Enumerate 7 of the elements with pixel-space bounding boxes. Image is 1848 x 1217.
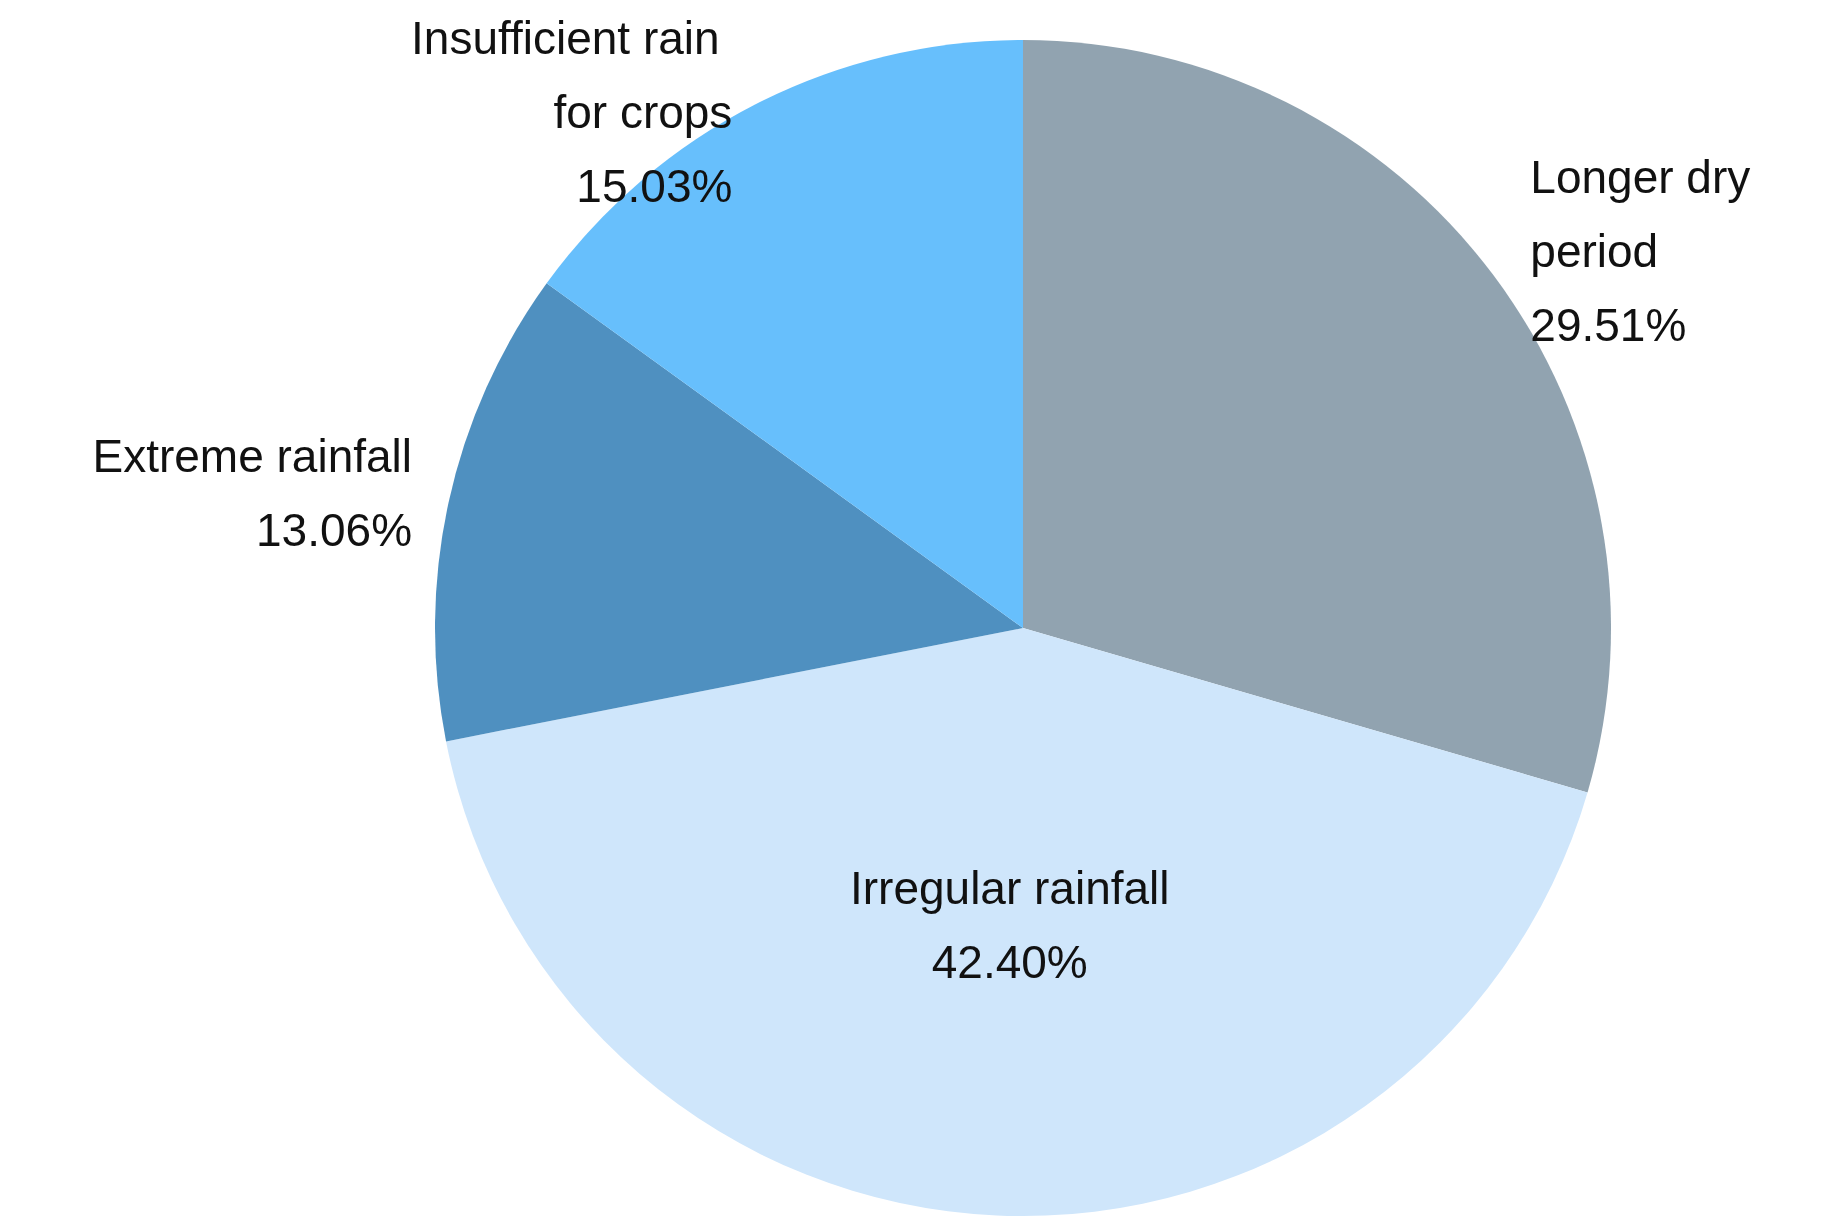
data-label: 42.40% bbox=[931, 935, 1088, 988]
data-label: 29.51% bbox=[1530, 299, 1687, 352]
slice-label: Longer dry period bbox=[1530, 151, 1764, 278]
data-label: 13.06% bbox=[256, 504, 413, 557]
slice-label: Insufficient rain for crops bbox=[411, 12, 733, 138]
slice-label: Extreme rainfall bbox=[92, 430, 413, 483]
slice-label: Irregular rainfall bbox=[849, 861, 1170, 914]
